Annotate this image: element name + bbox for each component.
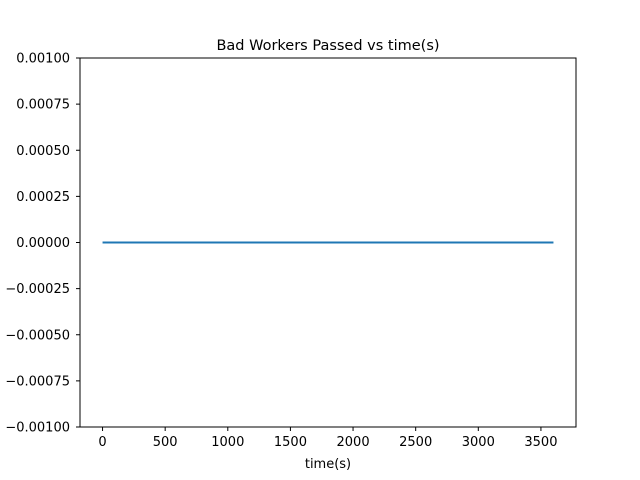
x-tick-label: 2000 xyxy=(337,435,370,450)
y-tick-label: 0.00075 xyxy=(16,98,70,113)
x-tick-label: 3500 xyxy=(524,435,557,450)
y-tick-label: −0.00075 xyxy=(5,374,70,389)
x-tick-label: 1000 xyxy=(211,435,244,450)
x-tick-label: 3000 xyxy=(462,435,495,450)
x-axis-label: time(s) xyxy=(305,457,351,472)
y-tick-label: −0.00025 xyxy=(5,282,70,297)
y-tick-label: 0.00025 xyxy=(16,190,70,205)
y-tick-label: −0.00100 xyxy=(5,421,70,436)
x-tick-label: 0 xyxy=(98,435,106,450)
y-tick-label: 0.00000 xyxy=(16,236,70,251)
y-axis: 0.00100 0.00075 0.00050 0.00025 0.00000 −0.00… xyxy=(5,52,80,436)
y-tick-label: 0.00100 xyxy=(16,52,70,67)
x-tick-label: 1500 xyxy=(274,435,307,450)
chart-title: Bad Workers Passed vs time(s) xyxy=(216,38,439,54)
y-tick-label: −0.00050 xyxy=(5,328,70,343)
x-tick-label: 2500 xyxy=(399,435,432,450)
x-tick-label: 500 xyxy=(153,435,178,450)
y-tick-label: 0.00050 xyxy=(16,144,70,159)
plot-frame xyxy=(79,57,577,428)
x-axis: 0 500 1000 1500 2000 2500 3000 3500 xyxy=(98,427,557,450)
